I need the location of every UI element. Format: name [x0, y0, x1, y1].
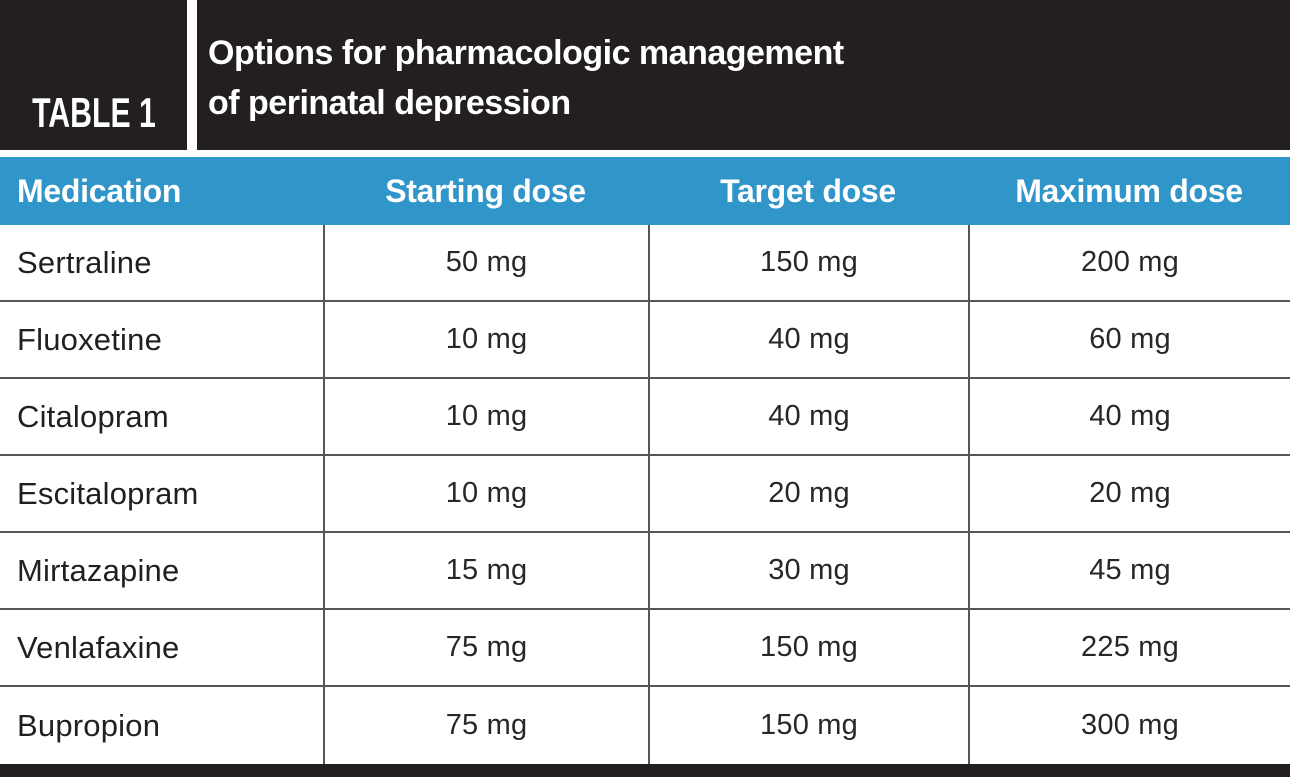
starting-dose-cell: 75 mg [323, 687, 648, 764]
medication-cell: Citalopram [17, 398, 169, 434]
target-dose-cell: 150 mg [648, 225, 968, 300]
medication-cell: Bupropion [17, 707, 161, 743]
table-body: Sertraline 50 mg 150 mg 200 mg Fluoxetin… [0, 225, 1290, 764]
medication-cell: Escitalopram [17, 475, 199, 511]
table-row: Citalopram 10 mg 40 mg 40 mg [0, 379, 1290, 456]
banner-header-gap [0, 150, 1290, 157]
target-dose-cell: 30 mg [648, 533, 968, 608]
target-dose-cell: 20 mg [648, 456, 968, 531]
starting-dose-cell: 75 mg [323, 610, 648, 685]
table-number-label: TABLE 1 [31, 89, 156, 136]
column-header-target-dose: Target dose [720, 172, 896, 209]
bottom-rule [0, 764, 1290, 777]
table-row: Sertraline 50 mg 150 mg 200 mg [0, 225, 1290, 302]
maximum-dose-cell: 20 mg [968, 456, 1290, 531]
starting-dose-cell: 10 mg [323, 379, 648, 454]
column-header-row: Medication Starting dose Target dose Max… [0, 157, 1290, 225]
table-title-line-1: Options for pharmacologic management [208, 34, 844, 72]
medication-cell: Fluoxetine [17, 321, 163, 357]
maximum-dose-cell: 225 mg [968, 610, 1290, 685]
table-title-line-2: of perinatal depression [208, 84, 571, 122]
table-number-box: TABLE 1 [0, 0, 187, 150]
maximum-dose-cell: 60 mg [968, 302, 1290, 377]
column-header-maximum-dose: Maximum dose [1015, 172, 1243, 209]
maximum-dose-cell: 200 mg [968, 225, 1290, 300]
table-row: Venlafaxine 75 mg 150 mg 225 mg [0, 610, 1290, 687]
target-dose-cell: 150 mg [648, 687, 968, 764]
target-dose-cell: 40 mg [648, 302, 968, 377]
maximum-dose-cell: 300 mg [968, 687, 1290, 764]
column-header-medication: Medication [17, 172, 182, 209]
maximum-dose-cell: 40 mg [968, 379, 1290, 454]
starting-dose-cell: 50 mg [323, 225, 648, 300]
medication-cell: Sertraline [17, 244, 152, 280]
medication-cell: Venlafaxine [17, 629, 180, 665]
table-title-box: Options for pharmacologic management of … [197, 0, 1290, 150]
target-dose-cell: 40 mg [648, 379, 968, 454]
medication-cell: Mirtazapine [17, 552, 180, 588]
starting-dose-cell: 15 mg [323, 533, 648, 608]
column-header-starting-dose: Starting dose [385, 172, 586, 209]
table-row: Bupropion 75 mg 150 mg 300 mg [0, 687, 1290, 764]
table-row: Escitalopram 10 mg 20 mg 20 mg [0, 456, 1290, 533]
banner-divider [187, 0, 197, 150]
starting-dose-cell: 10 mg [323, 456, 648, 531]
target-dose-cell: 150 mg [648, 610, 968, 685]
starting-dose-cell: 10 mg [323, 302, 648, 377]
title-banner: TABLE 1 Options for pharmacologic manage… [0, 0, 1290, 150]
table-row: Mirtazapine 15 mg 30 mg 45 mg [0, 533, 1290, 610]
maximum-dose-cell: 45 mg [968, 533, 1290, 608]
table-row: Fluoxetine 10 mg 40 mg 60 mg [0, 302, 1290, 379]
